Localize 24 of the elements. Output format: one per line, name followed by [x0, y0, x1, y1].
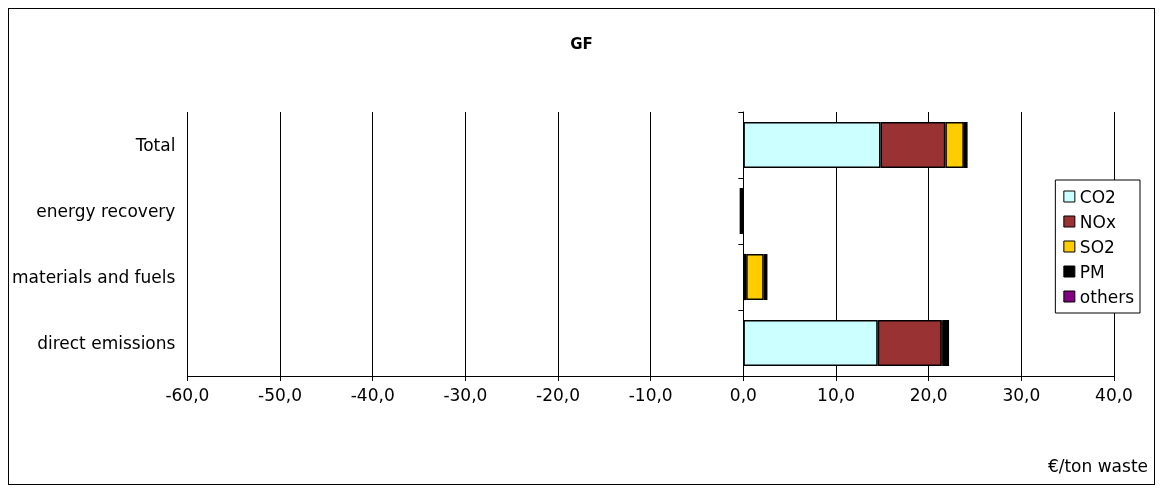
x-tick-label: -40,0 [350, 384, 395, 405]
x-tick-label: -50,0 [258, 384, 303, 405]
x-tick-label: 30,0 [1002, 384, 1041, 405]
x-tick-label: 40,0 [1095, 384, 1133, 405]
legend-label: NOx [1079, 211, 1117, 232]
x-tick-label: -30,0 [443, 384, 488, 405]
bar [746, 253, 764, 301]
y-tick-label: energy recovery [36, 201, 176, 221]
y-tick-label: direct emissions [37, 333, 176, 353]
legend-label: CO2 [1079, 186, 1116, 207]
chart-title: GF [570, 34, 593, 53]
x-tick-label: 0,0 [729, 384, 757, 405]
legend-label: others [1079, 286, 1135, 307]
legend-label: SO2 [1079, 236, 1115, 257]
x-tick-label: 10,0 [817, 384, 855, 405]
bar [942, 319, 950, 367]
x-tick-label: -10,0 [628, 384, 673, 405]
x-tick-label: -60,0 [165, 384, 210, 405]
x-axis-title: €/ton waste [1047, 455, 1148, 476]
y-tick-label: Total [134, 135, 176, 155]
x-tick-label: -20,0 [536, 384, 581, 405]
x-tick-label: 20,0 [909, 384, 948, 405]
legend-label: PM [1079, 261, 1105, 282]
y-tick-label: materials and fuels [11, 267, 176, 287]
